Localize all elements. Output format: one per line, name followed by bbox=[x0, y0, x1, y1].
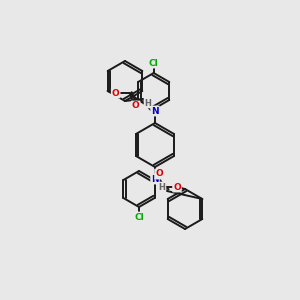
Text: O: O bbox=[112, 88, 120, 98]
Text: O: O bbox=[155, 169, 163, 178]
Text: Cl: Cl bbox=[149, 58, 159, 68]
Text: O: O bbox=[173, 182, 181, 191]
Text: Cl: Cl bbox=[134, 212, 144, 221]
Text: N: N bbox=[151, 175, 159, 184]
Text: H: H bbox=[145, 98, 152, 107]
Text: O: O bbox=[132, 101, 140, 110]
Text: H: H bbox=[159, 182, 165, 191]
Text: N: N bbox=[151, 106, 159, 116]
